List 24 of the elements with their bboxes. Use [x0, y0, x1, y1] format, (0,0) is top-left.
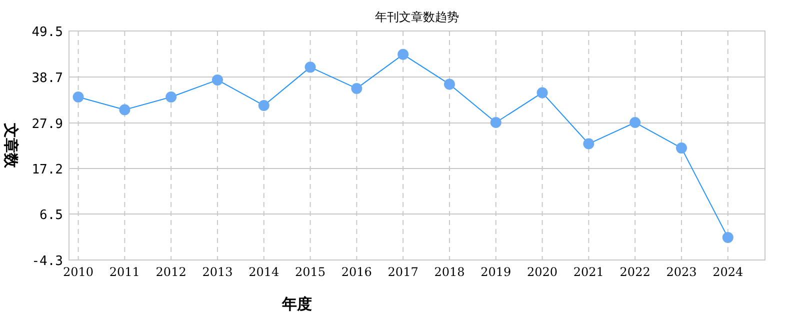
- x-tick-label: 2016: [341, 265, 372, 279]
- x-tick-label: 2022: [620, 265, 650, 279]
- y-tick-label: -4.3: [32, 254, 63, 269]
- y-tick-label: 6.5: [40, 208, 63, 224]
- chart-title: 年刊文章数趋势: [375, 10, 459, 24]
- x-tick-label: 2010: [63, 265, 94, 279]
- x-tick-label: 2023: [666, 265, 697, 279]
- x-tick-label: 2018: [434, 265, 465, 279]
- y-axis-title: 文章数: [2, 122, 20, 169]
- x-tick-label: 2011: [109, 265, 140, 279]
- x-tick-label: 2015: [295, 265, 326, 279]
- y-tick-label: 49.5: [32, 25, 63, 40]
- x-axis-title: 年度: [281, 295, 312, 313]
- y-tick-label: 17.2: [32, 162, 63, 178]
- x-tick-label: 2024: [712, 265, 744, 279]
- y-tick-label: 27.9: [32, 116, 63, 132]
- x-tick-label: 2021: [573, 265, 604, 279]
- x-tick-label: 2017: [388, 265, 418, 279]
- x-tick-label: 2020: [527, 265, 558, 279]
- y-tick-label: 38.7: [32, 70, 63, 86]
- x-tick-label: 2013: [202, 265, 233, 279]
- x-tick-label: 2019: [480, 265, 512, 279]
- x-tick-label: 2012: [156, 265, 186, 279]
- x-tick-label: 2014: [248, 265, 280, 279]
